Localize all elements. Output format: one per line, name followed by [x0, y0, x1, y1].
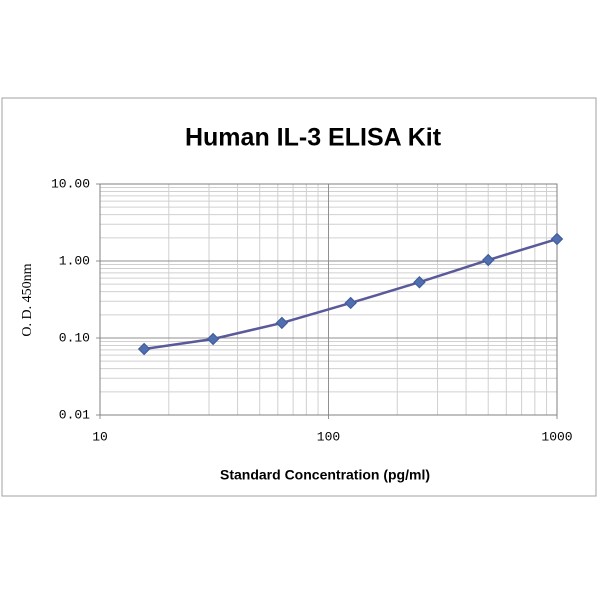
x-tick-label: 100 — [317, 429, 340, 444]
data-point — [482, 253, 495, 267]
x-tick-label: 1000 — [541, 429, 572, 444]
y-tick-label: 0.01 — [59, 407, 90, 422]
chart-title: Human IL-3 ELISA Kit — [185, 124, 442, 152]
plot-frame — [99, 183, 558, 416]
y-tick-label: 1.00 — [59, 253, 90, 268]
chart-border — [1, 97, 597, 497]
data-point — [344, 296, 357, 310]
data-point — [275, 316, 289, 330]
x-axis-label: Standard Concentration (pg/ml) — [220, 467, 430, 483]
x-tick-label: 10 — [92, 429, 108, 444]
y-axis-label: O. D. 450nm — [20, 263, 35, 336]
data-point — [550, 232, 564, 246]
y-tick-label: 0.10 — [59, 330, 90, 345]
data-point — [206, 332, 220, 346]
data-point — [413, 276, 426, 289]
y-tick-label: 10.00 — [51, 176, 90, 191]
data-point — [137, 342, 151, 356]
